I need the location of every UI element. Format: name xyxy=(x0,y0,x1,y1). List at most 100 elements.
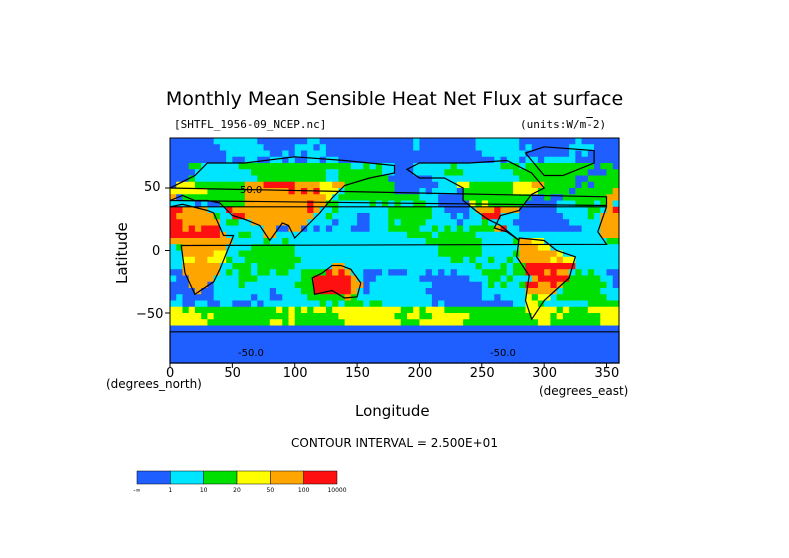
heatmap-cell xyxy=(338,175,346,183)
heatmap-cell xyxy=(313,350,321,358)
heatmap-cell xyxy=(350,319,358,327)
heatmap-cell xyxy=(300,313,308,320)
heatmap-cell xyxy=(431,325,439,333)
heatmap-cell xyxy=(581,138,589,145)
heatmap-cell xyxy=(438,325,445,333)
heatmap-cell xyxy=(581,300,589,308)
heatmap-cell xyxy=(300,194,308,202)
heatmap-cell xyxy=(338,200,346,208)
heatmap-cell xyxy=(469,144,477,152)
heatmap-cell xyxy=(600,319,608,327)
heatmap-cell xyxy=(575,238,583,245)
heatmap-cell xyxy=(344,175,352,183)
heatmap-cell xyxy=(594,294,601,302)
heatmap-cell xyxy=(444,250,452,258)
heatmap-cell xyxy=(238,231,246,239)
heatmap-cell xyxy=(294,219,302,227)
heatmap-cell xyxy=(294,181,302,189)
heatmap-cell xyxy=(288,313,296,320)
heatmap-cell xyxy=(213,225,221,233)
heatmap-cell xyxy=(213,213,221,220)
heatmap-cell xyxy=(444,150,452,158)
heatmap-cell xyxy=(425,306,433,314)
heatmap-cell xyxy=(525,219,533,227)
heatmap-cell xyxy=(257,206,265,214)
heatmap-cell xyxy=(612,200,620,208)
heatmap-cell xyxy=(244,350,252,358)
heatmap-cell xyxy=(587,219,595,227)
heatmap-cell xyxy=(594,238,601,245)
heatmap-cell xyxy=(550,281,558,289)
heatmap-cell xyxy=(369,313,377,320)
heatmap-cell xyxy=(313,338,321,345)
heatmap-cell xyxy=(612,288,620,295)
heatmap-cell xyxy=(469,156,477,164)
heatmap-cell xyxy=(357,344,364,352)
heatmap-cell xyxy=(294,200,302,208)
heatmap-cell xyxy=(494,150,502,158)
x-tick-label: 150 xyxy=(345,366,370,381)
heatmap-cell xyxy=(238,338,246,345)
heatmap-cell xyxy=(344,313,352,320)
heatmap-cell xyxy=(182,219,190,227)
heatmap-cell xyxy=(562,144,570,152)
heatmap-cell xyxy=(413,156,421,164)
heatmap-cell xyxy=(469,306,477,314)
heatmap-cell xyxy=(201,294,209,302)
heatmap-cell xyxy=(550,300,558,308)
heatmap-cell xyxy=(594,281,601,289)
heatmap-cell xyxy=(251,244,258,252)
heatmap-cell xyxy=(594,319,601,327)
heatmap-cell xyxy=(444,144,452,152)
heatmap-cell xyxy=(201,169,209,177)
heatmap-cell xyxy=(300,269,308,277)
heatmap-cell xyxy=(388,256,396,264)
heatmap-cell xyxy=(207,150,215,158)
heatmap-cell xyxy=(232,294,240,302)
heatmap-cell xyxy=(350,138,358,145)
heatmap-cell xyxy=(375,144,383,152)
heatmap-cell xyxy=(413,181,421,189)
heatmap-cell xyxy=(201,319,209,327)
heatmap-cell xyxy=(606,194,614,202)
heatmap-cell xyxy=(537,206,545,214)
heatmap-cell xyxy=(512,169,520,177)
heatmap-cell xyxy=(431,275,439,283)
heatmap-cell xyxy=(581,188,589,195)
heatmap-cell xyxy=(363,256,371,264)
heatmap-cell xyxy=(207,250,215,258)
heatmap-cell xyxy=(438,231,445,239)
heatmap-cell xyxy=(519,138,527,145)
heatmap-cell xyxy=(488,181,495,189)
heatmap-cell xyxy=(569,331,576,339)
heatmap-cell xyxy=(382,288,389,295)
heatmap-cell xyxy=(406,213,414,220)
heatmap-cell xyxy=(244,231,252,239)
heatmap-cell xyxy=(257,231,265,239)
heatmap-cell xyxy=(612,175,620,183)
heatmap-cell xyxy=(394,156,402,164)
heatmap-cell xyxy=(363,294,371,302)
heatmap-cell xyxy=(562,244,570,252)
colorbar-swatch xyxy=(270,470,304,485)
heatmap-cell xyxy=(288,225,296,233)
x-tick-label: 50 xyxy=(224,366,241,381)
heatmap-cell xyxy=(288,331,296,339)
heatmap-cell xyxy=(531,281,539,289)
heatmap-cell xyxy=(319,300,327,308)
heatmap-cell xyxy=(232,194,240,202)
heatmap-cell xyxy=(176,300,184,308)
heatmap-cell xyxy=(201,200,209,208)
heatmap-cell xyxy=(251,331,258,339)
heatmap-cell xyxy=(332,225,339,233)
heatmap-cell xyxy=(519,350,527,358)
heatmap-cell xyxy=(456,144,464,152)
heatmap-cell xyxy=(201,181,209,189)
heatmap-cell xyxy=(276,256,283,264)
heatmap-cell xyxy=(276,331,283,339)
heatmap-cell xyxy=(562,231,570,239)
heatmap-cell xyxy=(251,238,258,245)
heatmap-cell xyxy=(438,300,445,308)
heatmap-cell xyxy=(575,138,583,145)
heatmap-cell xyxy=(406,238,414,245)
